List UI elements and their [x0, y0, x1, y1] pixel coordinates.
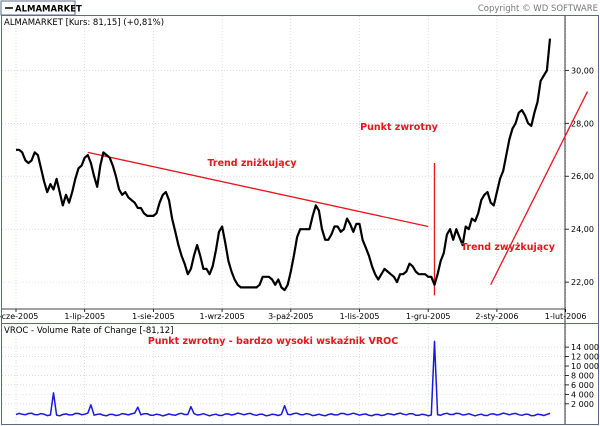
- price-series-line: [16, 38, 552, 292]
- vroc-grid: [2, 324, 566, 424]
- price-y-tick-label: 28,00: [571, 119, 594, 128]
- annotation-trend-down: Trend zniżkujący: [207, 158, 297, 169]
- price-x-tick-label: 1-gru-2005: [406, 312, 451, 321]
- price-plot-area: [16, 38, 589, 296]
- downtrend-line: [87, 151, 429, 228]
- price-chart-title: ALMAMARKET [Kurs: 81,15] (+0,81%): [4, 18, 164, 28]
- uptrend-line: [490, 91, 589, 286]
- price-x-tick-label: 1-lut-2006: [545, 312, 587, 321]
- vroc-y-tick-label: 2 000: [571, 400, 594, 409]
- price-x-tick-label: 1-wrz-2005: [199, 312, 244, 321]
- vroc-y-tick-label: 10 000: [571, 362, 599, 371]
- vroc-panel: [1, 323, 599, 425]
- price-y-tick-label: 30,00: [571, 66, 594, 75]
- annotation-turning-point: Punkt zwrotny: [360, 122, 438, 133]
- price-y-axis: 22,00 24,00 26,00 28,00 30,00: [564, 16, 594, 323]
- price-grid: [2, 16, 566, 309]
- copyright-text: Copyright © WD SOFTWARE: [478, 4, 598, 14]
- vroc-y-tick-label: 8 000: [571, 371, 594, 380]
- price-y-tick-label: 26,00: [571, 172, 594, 181]
- vroc-plot-area: [15, 340, 551, 417]
- vroc-y-tick-label: 6 000: [571, 381, 594, 390]
- tab-label: ALMAMARKET: [15, 5, 82, 15]
- price-panel: [1, 15, 599, 324]
- annotation-trend-up: Trend zwyżkujący: [461, 242, 556, 253]
- price-y-tick-label: 22,00: [571, 278, 594, 287]
- vroc-y-tick-label: 14 000: [571, 343, 599, 352]
- price-x-tick-label: 1-lip-2005: [64, 312, 105, 321]
- price-y-tick-label: 24,00: [571, 225, 594, 234]
- vroc-chart-title: VROC - Volume Rate of Change [-81,12]: [4, 326, 174, 336]
- price-x-tick-label: 3-paź-2005: [268, 312, 313, 321]
- price-x-tick-label: 1-sie-2005: [132, 312, 175, 321]
- annotation-vroc: Punkt zwrotny - bardzo wysoki wskaźnik V…: [148, 336, 398, 347]
- price-x-tick-label: 1-cze-2005: [0, 312, 38, 321]
- vroc-series-line: [15, 340, 551, 417]
- price-x-tick-label: 2-sty-2006: [475, 312, 518, 321]
- price-x-axis: 1-cze-2005 1-lip-2005 1-sie-2005 1-wrz-2005…: [0, 308, 587, 321]
- vroc-y-tick-label: 4 000: [571, 390, 594, 399]
- price-x-tick-label: 1-lis-2005: [340, 312, 380, 321]
- vroc-y-tick-label: 12 000: [571, 353, 599, 362]
